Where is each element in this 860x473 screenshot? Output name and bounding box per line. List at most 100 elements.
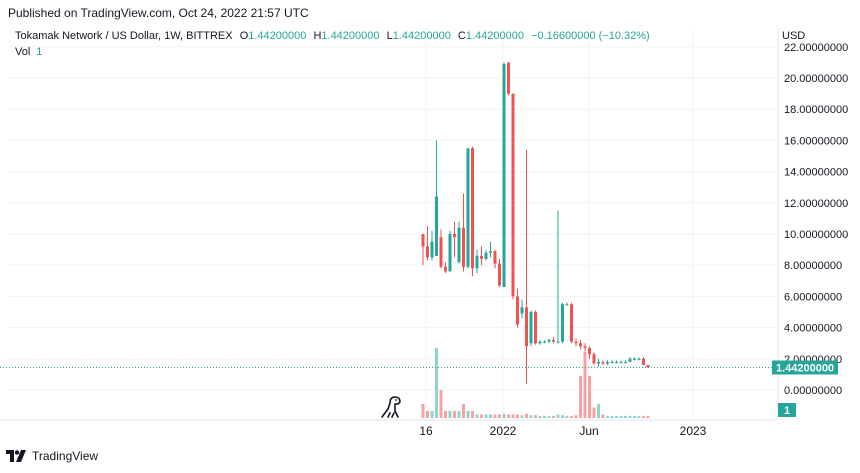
volume-bar	[484, 414, 488, 418]
candle-body	[552, 340, 555, 342]
candle-body	[606, 361, 609, 364]
volume-bar	[606, 415, 609, 418]
high-value: 1.44200000	[321, 30, 380, 42]
volume-bar	[502, 413, 506, 418]
candle-body	[511, 93, 515, 297]
candle	[444, 262, 447, 273]
candle	[489, 241, 492, 258]
volume-bar	[574, 415, 578, 418]
volume-badge: 1	[778, 403, 796, 417]
candle-body	[457, 227, 461, 263]
low-value: 1.44200000	[392, 30, 451, 42]
time-tick-label: 2022	[490, 424, 517, 438]
volume-bar	[435, 348, 438, 418]
volume-bar	[498, 414, 501, 418]
candle	[619, 360, 623, 364]
candlesticks	[421, 62, 650, 384]
volume-bar	[507, 414, 510, 418]
candle	[534, 310, 537, 345]
high-label: H	[313, 30, 322, 42]
candle-body	[642, 358, 645, 366]
candle-body	[453, 234, 456, 238]
candle	[520, 299, 524, 319]
candle-body	[493, 251, 497, 264]
price-tick-label: 20.00000000	[784, 73, 848, 85]
volume-label: Vol	[15, 46, 31, 58]
volume-bar	[565, 415, 569, 418]
candle-body	[466, 148, 470, 267]
candle-body	[579, 343, 582, 347]
candle	[606, 360, 609, 366]
candle	[435, 140, 438, 256]
candle-body	[462, 227, 465, 267]
candle-body	[448, 234, 452, 272]
candle-body	[624, 361, 627, 363]
candle-body	[502, 63, 506, 288]
volume-bar	[529, 415, 533, 418]
candle	[529, 310, 533, 347]
candle	[610, 360, 614, 364]
candle	[579, 340, 582, 350]
candle-body	[525, 307, 528, 347]
candle	[462, 193, 465, 272]
volume-bar	[570, 415, 573, 418]
candle-body	[471, 148, 474, 269]
candle-body	[633, 358, 636, 360]
candle	[439, 229, 443, 269]
volume-bar	[615, 415, 618, 418]
candle-body	[480, 255, 483, 259]
candle	[466, 148, 470, 269]
volume-bar	[601, 414, 605, 418]
volume-bar	[489, 414, 492, 418]
time-axis: 16 2022 Jun 2023	[419, 424, 706, 438]
candle-body	[646, 365, 650, 368]
volume-bar	[592, 407, 596, 418]
candle	[525, 149, 528, 384]
candle	[588, 346, 591, 359]
candle-body	[543, 341, 546, 343]
price-axis: 22.00000000 20.00000000 18.00000000 16.0000…	[784, 42, 848, 397]
candle-body	[444, 266, 447, 272]
published-info: Published on TradingView.com, Oct 24, 20…	[8, 6, 309, 20]
volume-bar	[471, 411, 474, 418]
volume-bar	[475, 414, 479, 418]
open-value: 1.44200000	[248, 30, 307, 42]
volume-bar	[619, 415, 623, 418]
candle-body	[547, 340, 551, 342]
candle	[615, 360, 618, 364]
candle-body	[498, 263, 501, 286]
candle	[624, 360, 627, 364]
volume-bar	[525, 413, 528, 418]
candle-body	[430, 241, 434, 258]
candle-body	[597, 361, 600, 364]
volume-badge-text: 1	[784, 405, 790, 417]
volume-bar	[610, 415, 614, 418]
candle	[597, 358, 600, 367]
time-tick-label: 16	[419, 424, 433, 438]
candle	[502, 62, 506, 288]
candle	[628, 357, 632, 362]
candle	[637, 357, 641, 361]
volume-bar	[583, 351, 587, 418]
candle-body	[565, 304, 569, 306]
candle	[583, 343, 587, 351]
open-label: O	[239, 30, 249, 42]
candle	[511, 93, 515, 300]
last-price-badge: 1.44200000	[772, 360, 838, 375]
candle-body	[574, 341, 578, 344]
candle	[457, 221, 461, 264]
chart-grid	[8, 28, 778, 420]
volume-bar	[633, 415, 636, 418]
candle	[484, 249, 488, 261]
candle	[565, 302, 569, 306]
price-tick-label: 16.00000000	[784, 135, 848, 147]
volume-bar	[597, 404, 600, 418]
last-price-text: 1.44200000	[776, 363, 834, 375]
volume-bar	[628, 415, 632, 418]
candle	[633, 357, 636, 361]
tradingview-brand[interactable]: TradingView	[6, 449, 98, 463]
volume-bar	[642, 415, 645, 418]
candle-body	[570, 304, 573, 342]
price-tick-label: 18.00000000	[784, 104, 848, 116]
